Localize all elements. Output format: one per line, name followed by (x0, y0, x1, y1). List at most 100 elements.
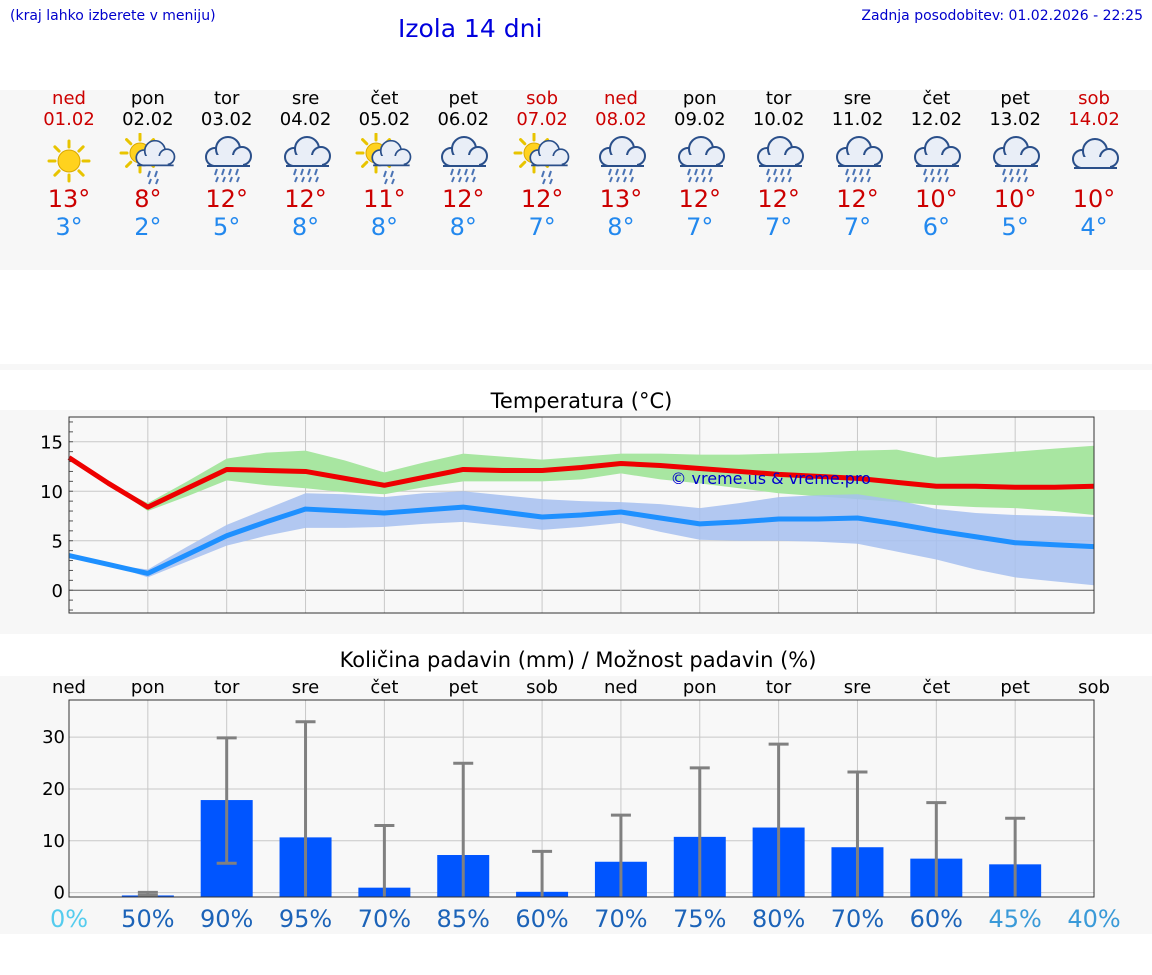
min-temperature: 6° (922, 213, 950, 241)
precip-probability: 60% (515, 905, 568, 933)
min-temperature: 7° (686, 213, 714, 241)
precip-probability: 0% (50, 905, 88, 933)
precip-probability: 70% (594, 905, 647, 933)
watermark-text: © vreme.us & vreme.pro (670, 469, 871, 488)
x-day-label: pon (131, 677, 165, 698)
sun-cloud-rain-icon (355, 133, 412, 185)
precip-probability: 90% (200, 905, 253, 933)
day-column: pon 02.02 8° 2° (108, 89, 188, 241)
x-day-label: pet (448, 677, 478, 698)
day-column: sre 11.02 12° 7° (818, 88, 898, 242)
min-temperature: 5° (1001, 213, 1029, 241)
location-hint-link[interactable]: (kraj lahko izberete v meniju) (10, 8, 216, 24)
max-temperature: 13° (47, 185, 91, 213)
min-temperature: 8° (449, 213, 477, 241)
cloud-icon (1072, 138, 1120, 169)
max-temperature: 11° (363, 185, 406, 213)
day-date: 13.02 (989, 109, 1041, 130)
min-temperature-line (68, 504, 1095, 576)
precip-probability: 80% (752, 905, 805, 933)
cloud-rain-icon (993, 136, 1041, 183)
cloud-rain-icon (598, 136, 646, 183)
day-date: 01.02 (43, 109, 95, 130)
last-update-text: Zadnja posodobitev: 01.02.2026 - 22:25 (861, 8, 1143, 24)
day-name: čet (370, 88, 399, 109)
day-date: 06.02 (437, 109, 490, 130)
precip-probability: 75% (673, 905, 726, 933)
min-temperature: 8° (607, 213, 635, 241)
day-name: tor (213, 88, 240, 109)
day-name: sre (843, 88, 872, 109)
day-column: sre 04.02 12° 8° (266, 88, 346, 242)
x-day-label: sob (526, 677, 558, 698)
day-date: 05.02 (358, 109, 411, 130)
y-tick-label: 10 (40, 482, 63, 503)
max-temperature: 13° (599, 185, 643, 213)
day-column: čet 12.02 10° 6° (896, 88, 976, 242)
plot-frame (68, 699, 1095, 898)
max-temperature: 10° (1072, 185, 1116, 213)
max-temperature: 12° (757, 185, 800, 213)
x-day-label: ned (52, 677, 86, 698)
max-temperature: 12° (205, 185, 248, 213)
day-date: 07.02 (516, 109, 568, 130)
y-tick-label: 15 (40, 433, 63, 454)
y-tick-label: 0 (54, 883, 65, 904)
y-tick-label: 0 (52, 581, 63, 602)
max-temperature: 12° (520, 185, 564, 213)
x-day-label: tor (766, 677, 792, 698)
min-temperature: 3° (55, 213, 83, 241)
day-date: 02.02 (122, 109, 174, 130)
min-temperature: 7° (528, 213, 556, 241)
day-column: čet 05.02 11° 8° (344, 89, 424, 241)
precip-probability: 95% (279, 905, 332, 933)
sun-cloud-rain-icon (513, 133, 570, 185)
max-temperature-line (67, 455, 1095, 510)
separator-strip (0, 364, 1152, 370)
day-name: sob (1078, 88, 1110, 109)
y-tick-label: 10 (42, 831, 65, 852)
chart-title: Temperatura (°C) (490, 389, 673, 413)
x-day-label: sre (844, 677, 871, 698)
day-date: 08.02 (595, 109, 647, 130)
x-day-label: čet (922, 677, 950, 698)
min-temperature: 7° (765, 213, 793, 241)
page-title: Izola 14 dni (398, 14, 543, 43)
day-column: pet 13.02 10° 5° (975, 88, 1055, 242)
min-temperature: 8° (370, 213, 399, 241)
cloud-rain-icon (283, 136, 331, 183)
day-date: 09.02 (674, 109, 726, 130)
precip-probability: 70% (358, 905, 411, 933)
day-column: ned 01.02 13° 3° (29, 89, 109, 242)
x-day-label: pet (1000, 677, 1030, 698)
x-day-label: pon (683, 677, 717, 698)
cloud-rain-icon (835, 136, 883, 183)
precip-probability: 70% (831, 905, 884, 933)
day-date: 03.02 (200, 109, 253, 130)
precip-probability: 45% (988, 905, 1041, 933)
day-name: pet (448, 88, 479, 109)
min-temperature: 4° (1080, 213, 1108, 241)
day-name: pon (682, 88, 717, 109)
min-temperature-band (69, 491, 1094, 586)
x-day-label: čet (370, 677, 398, 698)
cloud-rain-icon (677, 136, 725, 183)
day-date: 14.02 (1068, 109, 1120, 130)
day-date: 10.02 (752, 109, 805, 130)
day-name: pon (130, 88, 165, 109)
precip-probability: 50% (121, 905, 174, 933)
min-temperature: 2° (134, 213, 162, 241)
day-name: pet (1000, 88, 1030, 109)
sun-icon (47, 139, 91, 183)
cloud-rain-icon (441, 136, 489, 183)
min-temperature: 5° (213, 213, 241, 241)
min-temperature: 7° (843, 213, 872, 241)
day-column: tor 10.02 12° 7° (739, 89, 819, 242)
day-name: čet (922, 88, 951, 109)
day-date: 04.02 (279, 109, 332, 130)
day-column: ned 08.02 13° 8° (581, 89, 661, 242)
y-tick-label: 20 (42, 779, 65, 800)
day-name: sre (291, 88, 320, 109)
precip-probability: 40% (1067, 905, 1120, 933)
day-column: pon 09.02 12° 7° (660, 88, 740, 242)
